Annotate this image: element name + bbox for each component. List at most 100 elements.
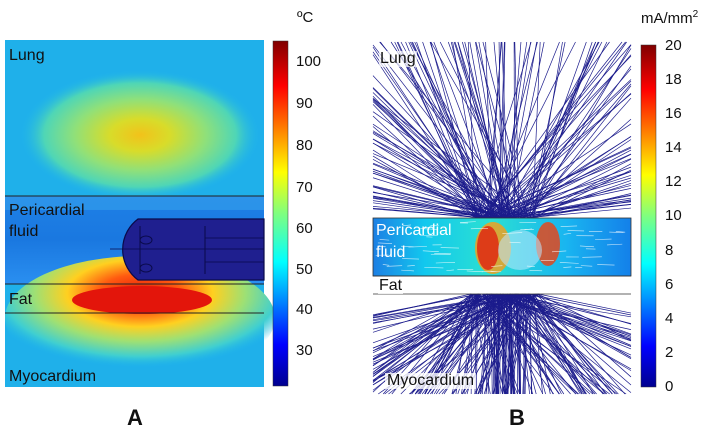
streamline — [467, 41, 476, 219]
tick-a: 90 — [296, 95, 313, 112]
streamline — [523, 293, 604, 395]
streamline — [525, 293, 619, 395]
streamline — [531, 293, 583, 395]
streamline — [525, 207, 632, 219]
streamline — [515, 83, 632, 219]
fluid-streak — [524, 228, 533, 231]
streamline — [532, 169, 632, 219]
fluid-streak — [607, 243, 623, 246]
streamline — [372, 293, 489, 333]
streamline — [372, 293, 472, 317]
streamline — [489, 41, 502, 219]
streamline — [372, 172, 502, 219]
fluid-streak — [551, 250, 567, 253]
streamline — [527, 293, 533, 395]
fluid-streak — [422, 250, 439, 252]
streamline — [508, 293, 511, 395]
streamline — [520, 293, 587, 395]
streamline — [533, 41, 563, 219]
label-fat-b: Fat — [378, 277, 404, 294]
streamline — [372, 293, 512, 318]
tick-b: 8 — [665, 242, 674, 259]
fluid-streak — [422, 226, 433, 229]
tick-a: 40 — [296, 301, 313, 318]
fluid-streak — [377, 245, 386, 248]
streamline — [476, 41, 532, 219]
tick-b: 10 — [665, 207, 682, 224]
fluid-streak — [560, 225, 578, 227]
streamline — [408, 41, 492, 219]
streamline — [517, 293, 632, 337]
streamline — [372, 142, 495, 219]
streamline — [482, 293, 488, 395]
streamline — [394, 41, 479, 219]
colorbar-a-unit: ºC — [297, 9, 314, 26]
streamline — [400, 41, 496, 219]
tick-a: 50 — [296, 261, 313, 278]
fluid-streak — [597, 264, 615, 266]
streamline — [510, 293, 516, 395]
streamline — [504, 41, 538, 219]
streamline — [372, 293, 479, 316]
fluid-streak — [559, 262, 579, 264]
streamline — [495, 197, 632, 219]
streamline — [372, 206, 503, 219]
streamline — [485, 41, 493, 219]
tick-b: 0 — [665, 378, 674, 395]
label-pericardial-b: Pericardial — [376, 222, 452, 239]
tick-b: 14 — [665, 139, 682, 156]
label-fluid-a: fluid — [9, 223, 39, 240]
fluid-streak — [582, 256, 602, 258]
tick-b: 6 — [665, 276, 674, 293]
fluid-streak — [424, 267, 444, 269]
streamline — [372, 293, 519, 381]
streamline — [529, 41, 596, 219]
fluid-streak — [466, 270, 483, 273]
streamline — [520, 182, 632, 219]
streamline — [495, 293, 499, 395]
fluid-streak — [402, 224, 411, 227]
streamline — [510, 293, 515, 395]
streamline — [536, 293, 626, 395]
streamline — [496, 293, 501, 395]
streamline — [528, 41, 566, 219]
streamline — [493, 41, 511, 219]
label-myocardium-b: Myocardium — [385, 372, 477, 389]
fluid-streak — [435, 262, 456, 264]
panel-b-current-density-map — [372, 41, 632, 395]
fluid-streak — [579, 245, 594, 248]
streamline — [372, 293, 476, 367]
streamline — [497, 293, 632, 370]
fluid-streak — [580, 265, 593, 267]
fluid-streak — [563, 233, 572, 235]
fluid-streak — [615, 231, 626, 233]
streamline — [491, 41, 538, 219]
catheter-electrode — [110, 218, 265, 281]
label-pericardial-a: Pericardial — [9, 202, 85, 219]
streamline — [501, 68, 632, 219]
streamline — [390, 41, 505, 219]
fluid-streak — [420, 228, 438, 230]
streamline — [525, 293, 587, 395]
streamline — [527, 85, 632, 219]
streamline — [372, 293, 497, 375]
label-fat-a: Fat — [9, 291, 33, 308]
streamline — [514, 293, 562, 395]
fluid-streak — [377, 242, 393, 244]
tick-a: 60 — [296, 220, 313, 237]
streamline — [501, 149, 632, 219]
colorbar-temperature — [272, 40, 289, 387]
colorbar-current-density — [640, 44, 657, 388]
fluid-streak — [401, 245, 414, 248]
fluid-streak — [609, 231, 624, 233]
streamline — [493, 166, 632, 219]
streamline — [482, 41, 610, 219]
streamline — [372, 44, 508, 219]
tick-b: 16 — [665, 105, 682, 122]
streamline — [527, 293, 632, 316]
tick-b: 2 — [665, 344, 674, 361]
streamline — [372, 153, 530, 219]
streamline — [372, 163, 500, 219]
streamline — [497, 174, 632, 219]
